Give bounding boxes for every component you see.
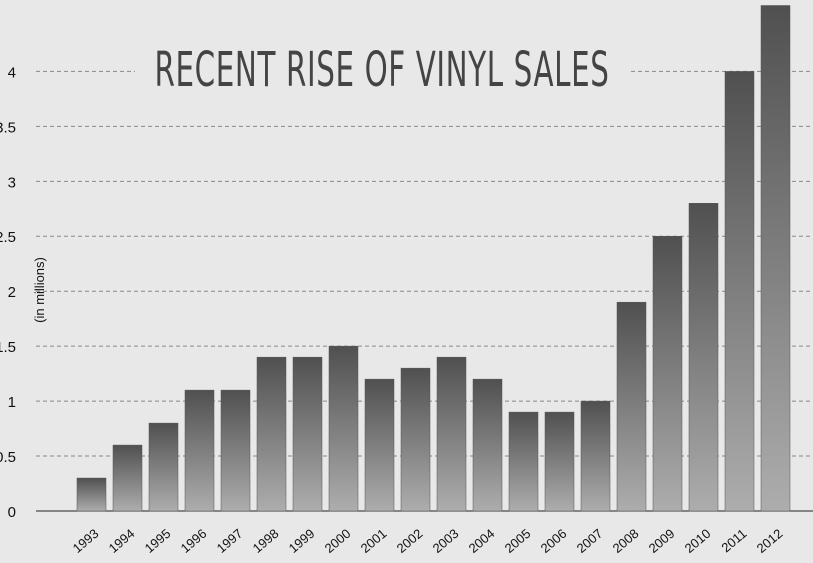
bar [580,400,611,512]
bar [400,367,431,512]
bar [724,71,755,512]
bar [220,389,251,512]
bar [184,389,215,512]
bar [472,378,503,512]
bar [148,422,179,512]
bar [544,411,575,512]
bar [436,356,467,512]
bar [652,236,683,512]
bar [688,203,719,512]
bar [364,378,395,512]
bar [256,356,287,512]
bar [508,411,539,512]
bar [760,5,791,512]
y-tick-label: 3.5 [0,119,16,136]
y-tick-label: 1.5 [0,339,16,356]
y-tick-label: 0.5 [0,449,16,466]
bar [112,444,143,512]
title-backdrop [135,30,630,100]
bar [616,301,647,512]
bar [76,477,107,512]
chart-title: RECENT RISE OF VINYL SALES [155,42,610,98]
bar [328,345,359,512]
y-tick-label: 4 [8,64,16,81]
bar [292,356,323,512]
y-tick-label: 3 [8,174,16,191]
y-tick-label: 1 [8,394,16,411]
y-tick-label: 2.5 [0,229,16,246]
y-tick-label: 2 [8,284,16,301]
y-tick-label: 0 [8,504,16,521]
y-axis-label: (in millions) [32,257,47,323]
